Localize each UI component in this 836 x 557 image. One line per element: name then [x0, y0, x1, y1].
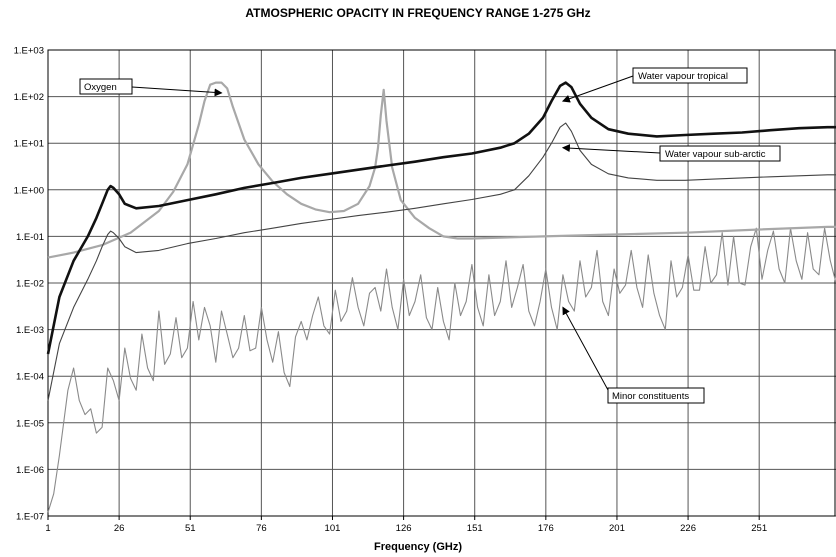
- x-tick-label: 51: [185, 523, 196, 534]
- x-axis-ticks: 1 26 51 76 101 126 151 176 201 226 251: [45, 516, 767, 534]
- series-lines: [46, 81, 836, 513]
- x-tick-label: 101: [325, 523, 341, 534]
- annotation-minor-constituents: Minor constituents: [562, 306, 705, 404]
- y-tick-label: 1.E+03: [14, 46, 44, 57]
- annotation-box: [659, 145, 781, 162]
- annotation-box: [632, 67, 748, 84]
- x-tick-label: 126: [396, 523, 412, 534]
- x-tick-label: 201: [609, 523, 625, 534]
- y-tick-label: 1.E-03: [16, 325, 44, 336]
- x-tick-label: 151: [467, 523, 483, 534]
- series-oxygen-line: [47, 81, 836, 259]
- y-tick-label: 1.E-06: [16, 465, 44, 476]
- annotation-box: [79, 78, 133, 95]
- y-tick-label: 1.E-05: [16, 418, 44, 429]
- series-water-vapour-sub-arctic-line: [47, 122, 836, 401]
- plot-area-frame: [47, 49, 836, 517]
- series-water-vapour-tropical-line: [46, 81, 836, 355]
- annotation-label: Water vapour sub-arctic: [665, 149, 766, 160]
- x-axis-label: Frequency (GHz): [373, 541, 462, 553]
- annotations: Oxygen Water vapour tropical Water vapour …: [79, 67, 781, 404]
- annotation-water-vapour-tropical: Water vapour tropical: [561, 67, 748, 103]
- annotation-arrow: [561, 75, 634, 103]
- annotation-label: Oxygen: [84, 82, 117, 93]
- annotation-arrow: [561, 144, 661, 154]
- annotation-label: Minor constituents: [612, 391, 689, 402]
- y-tick-label: 1.E+00: [14, 185, 44, 196]
- series-minor-constituents-line: [47, 227, 836, 513]
- y-tick-label: 1.E-02: [16, 279, 44, 290]
- y-tick-label: 1.E-01: [16, 232, 44, 243]
- chart-title: ATMOSPHERIC OPACITY IN FREQUENCY RANGE 1…: [245, 6, 591, 20]
- y-tick-label: 1.E+01: [14, 139, 44, 150]
- annotation-water-vapour-sub-arctic: Water vapour sub-arctic: [561, 144, 781, 162]
- x-tick-label: 26: [114, 523, 125, 534]
- annotation-arrow: [562, 306, 609, 391]
- x-tick-label: 176: [538, 523, 554, 534]
- y-tick-label: 1.E-04: [16, 372, 44, 383]
- x-tick-label: 226: [680, 523, 696, 534]
- annotation-label: Water vapour tropical: [638, 71, 728, 82]
- annotation-arrow: [131, 86, 223, 97]
- y-tick-label: 1.E-07: [16, 512, 44, 523]
- x-tick-label: 251: [751, 523, 767, 534]
- annotation-oxygen: Oxygen: [79, 78, 223, 97]
- annotation-box: [607, 387, 705, 404]
- x-tick-label: 76: [256, 523, 267, 534]
- x-tick-label: 1: [45, 523, 50, 534]
- y-axis-ticks: 1.E-07 1.E-06 1.E-05 1.E-04 1.E-03 1.E-02 1.E-…: [14, 46, 44, 523]
- plot-grid: [47, 49, 836, 517]
- y-tick-label: 1.E+02: [14, 92, 44, 103]
